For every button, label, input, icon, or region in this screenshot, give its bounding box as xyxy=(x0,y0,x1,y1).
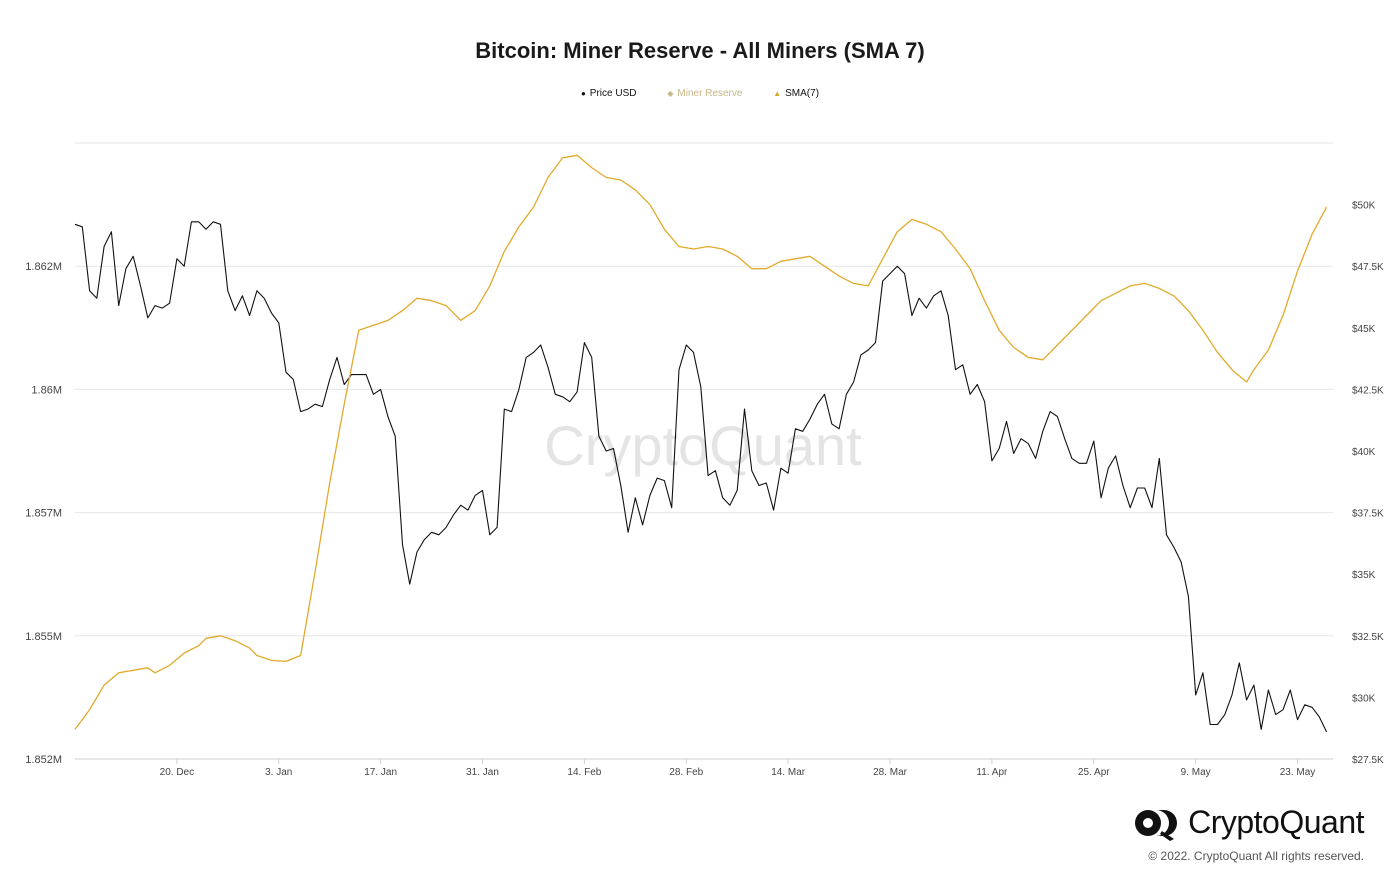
legend-marker-sma: ▲ xyxy=(773,89,782,98)
series-line-price-usd[interactable] xyxy=(74,221,1328,733)
y-right-tick-label: $50K xyxy=(1352,201,1376,212)
y-right-tick-label: $27.5K xyxy=(1352,755,1384,766)
x-tick-label: 14. Feb xyxy=(567,767,601,778)
brand-name: CryptoQuant xyxy=(1188,804,1364,840)
legend-label-miner-reserve: Miner Reserve xyxy=(677,88,743,99)
chart-legend: ● Price USD ◆ Miner Reserve ▲ SMA(7) xyxy=(0,88,1400,99)
x-tick-label: 9. May xyxy=(1181,767,1211,778)
x-tick-label: 23. May xyxy=(1280,767,1316,778)
x-tick-label: 3. Jan xyxy=(265,767,292,778)
y-right-tick-label: $32.5K xyxy=(1352,632,1384,643)
x-tick-label: 11. Apr xyxy=(976,767,1008,778)
y-right-tick-label: $30K xyxy=(1352,693,1376,704)
legend-item-price[interactable]: ● Price USD xyxy=(581,88,637,99)
legend-item-miner-reserve[interactable]: ◆ Miner Reserve xyxy=(667,88,742,99)
y-right-tick-label: $40K xyxy=(1352,447,1376,458)
y-left-tick-label: 1.857M xyxy=(25,508,62,520)
x-tick-label: 17. Jan xyxy=(364,767,397,778)
y-right-tick-label: $37.5K xyxy=(1352,509,1384,520)
legend-marker-price: ● xyxy=(580,89,586,98)
y-right-tick-label: $35K xyxy=(1352,570,1376,581)
x-tick-label: 28. Mar xyxy=(873,767,908,778)
x-tick-label: 28. Feb xyxy=(669,767,703,778)
chart-title: Bitcoin: Miner Reserve - All Miners (SMA… xyxy=(475,38,925,63)
watermark-text: CryptoQuant xyxy=(544,414,862,477)
legend-label-sma: SMA(7) xyxy=(785,88,820,99)
cryptoquant-logo-icon xyxy=(1135,809,1178,841)
legend-marker-miner-reserve: ◆ xyxy=(667,89,674,98)
x-tick-label: 14. Mar xyxy=(771,767,806,778)
y-right-tick-label: $45K xyxy=(1352,324,1376,335)
grid-lines xyxy=(75,142,1333,760)
y-left-tick-label: 1.86M xyxy=(31,384,62,396)
axis-labels: 1.852M 1.855M 1.857M 1.86M 1.862M $27.5K $30K $… xyxy=(25,201,1384,778)
series-line-sma7[interactable] xyxy=(74,154,1328,730)
legend-label-price: Price USD xyxy=(589,88,637,99)
y-right-tick-label: $42.5K xyxy=(1352,385,1384,396)
y-right-tick-label: $47.5K xyxy=(1352,262,1384,273)
x-tick-label: 31. Jan xyxy=(466,767,499,778)
copyright-text: © 2022. CryptoQuant All rights reserved. xyxy=(1148,849,1364,863)
y-left-tick-label: 1.855M xyxy=(25,631,62,643)
y-left-tick-label: 1.852M xyxy=(25,754,62,766)
series-layer xyxy=(74,154,1328,733)
brand-logo: CryptoQuant xyxy=(1134,804,1364,841)
x-tick-label: 25. Apr xyxy=(1078,767,1110,778)
x-tick-label: 20. Dec xyxy=(160,767,194,778)
legend-item-sma[interactable]: ▲ SMA(7) xyxy=(773,88,819,99)
y-left-tick-label: 1.862M xyxy=(25,261,62,273)
